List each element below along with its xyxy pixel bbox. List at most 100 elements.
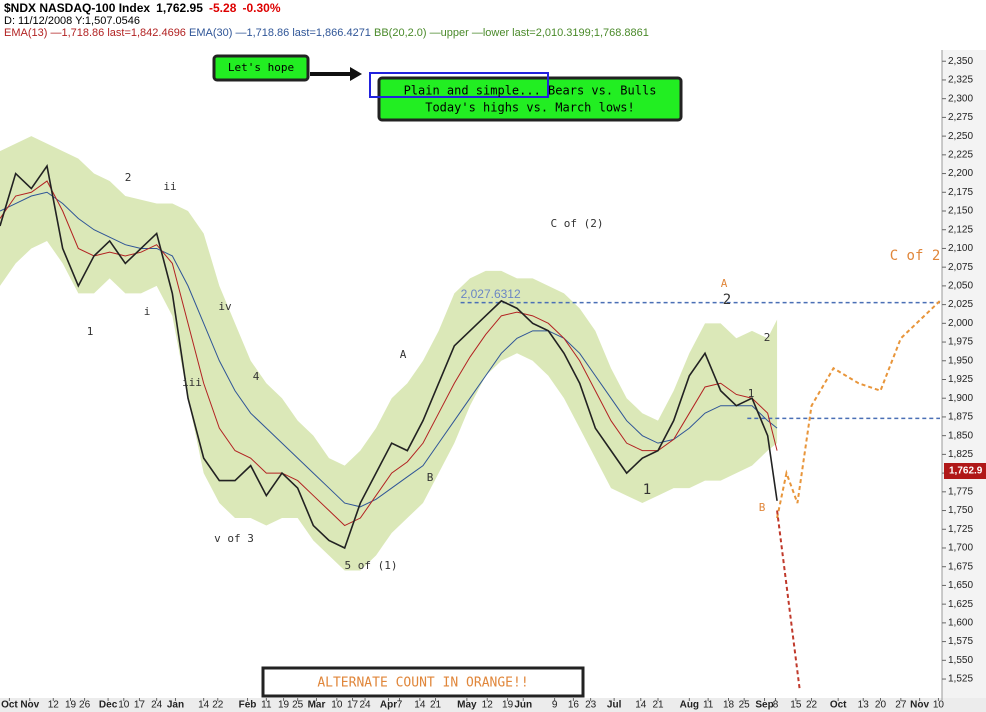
wave-label: ii [163, 180, 176, 193]
last-price: 1,762.95 [156, 1, 203, 15]
bollinger-band [0, 136, 778, 571]
wave-label: B [759, 501, 766, 514]
y-tick-label: 1,750 [948, 505, 973, 516]
x-tick-label: 19 [278, 700, 290, 711]
y-tick-label: 1,900 [948, 393, 973, 404]
y-tick-label: 1,975 [948, 337, 973, 348]
x-tick-label: Oct [830, 700, 847, 711]
wave-label: v of 3 [214, 532, 254, 545]
x-tick-label: 17 [134, 700, 146, 711]
x-tick-label: 23 [585, 700, 597, 711]
wave-label: B [427, 471, 434, 484]
y-tick-label: 1,650 [948, 580, 973, 591]
y-tick-label: 2,200 [948, 168, 973, 179]
x-tick-label: 10 [118, 700, 130, 711]
x-tick-label: 21 [652, 700, 664, 711]
bear-path [776, 510, 801, 691]
x-tick-label: 8 [773, 700, 779, 711]
cursor: D: 11/12/2008 Y:1,507.0546 [4, 15, 140, 27]
x-tick-label: 11 [703, 700, 714, 711]
x-tick-label: 16 [568, 700, 580, 711]
highlight-box [369, 72, 549, 98]
y-tick-label: 1,575 [948, 636, 973, 647]
series-line [0, 164, 778, 550]
y-tick-label: 1,625 [948, 599, 973, 610]
axis-panel [942, 50, 986, 700]
x-tick-label: 12 [482, 700, 494, 711]
y-tick-label: 1,600 [948, 618, 973, 629]
wave-label: C of 2 [890, 248, 941, 264]
wave-label: 1 [748, 387, 755, 400]
y-tick-label: 2,050 [948, 281, 973, 292]
x-tick-label: 9 [552, 700, 558, 711]
x-tick-label: 13 [858, 700, 870, 711]
x-tick-label: 19 [502, 700, 514, 711]
price-tag-label: 1,762.9 [949, 466, 983, 477]
x-tick-label: Mar [308, 700, 326, 711]
x-tick-label: 21 [430, 700, 442, 711]
x-tick-label: 22 [212, 700, 224, 711]
x-tick-label: 24 [151, 700, 163, 711]
y-tick-label: 1,550 [948, 655, 973, 666]
title: $NDX NASDAQ-100 Index [4, 1, 151, 15]
y-tick-label: 1,700 [948, 543, 973, 554]
y-tick-label: 2,075 [948, 262, 973, 273]
wave-label: iii [182, 376, 202, 389]
y-tick-label: 2,300 [948, 93, 973, 104]
x-tick-label: 14 [198, 700, 210, 711]
x-tick-label: 10 [331, 700, 343, 711]
wave-label: 4 [253, 370, 260, 383]
x-tick-label: Sep [755, 700, 773, 711]
y-tick-label: 1,825 [948, 449, 973, 460]
note: Today's highs vs. March lows! [425, 101, 635, 115]
x-tick-label: 18 [723, 700, 735, 711]
y-tick-label: 1,875 [948, 412, 973, 423]
y-tick-label: 2,250 [948, 131, 973, 142]
price-tag [944, 463, 986, 479]
x-tick-label: 20 [875, 700, 887, 711]
wave-label: A [721, 277, 728, 290]
note: ALTERNATE COUNT IN ORANGE!! [317, 676, 528, 691]
series-line [0, 180, 778, 527]
x-tick-label: Jul [607, 700, 622, 711]
change-pct: -0.30% [242, 1, 281, 15]
wave-label: 2 [764, 331, 771, 344]
note-box [261, 666, 585, 698]
x-axis-panel [0, 698, 986, 712]
x-tick-label: Feb [239, 700, 257, 711]
x-tick-label: Jan [167, 700, 184, 711]
x-tick-label: 27 [895, 700, 907, 711]
y-tick-label: 2,175 [948, 187, 973, 198]
x-tick-label: 24 [359, 700, 371, 711]
change: -5.28 [209, 1, 237, 15]
y-tick-label: 2,125 [948, 224, 973, 235]
series-line [0, 191, 778, 508]
x-tick-label: 15 [790, 700, 802, 711]
x-tick-label: 22 [806, 700, 818, 711]
wave-label: A [400, 348, 407, 361]
y-tick-label: 2,025 [948, 299, 973, 310]
legend-item: EMA(30) —1,718.86 last=1,866.4271 [189, 27, 371, 39]
legend-item: BB(20,2.0) —upper —lower last=2,010.3199… [374, 27, 649, 39]
x-tick-label: Jun [514, 700, 532, 711]
note-box [212, 54, 310, 82]
header: $NDX NASDAQ-100 Index 1,762.95 -5.28 -0.… [4, 2, 649, 39]
note-box [377, 76, 683, 122]
x-tick-label: 10 [933, 700, 945, 711]
x-tick-label: 26 [79, 700, 91, 711]
wave-label: i [144, 305, 151, 318]
wave-label: 2 [723, 292, 731, 308]
x-tick-label: 14 [635, 700, 647, 711]
wave-label: 1 [87, 325, 94, 338]
note: Plain and simple... Bears vs. Bulls [404, 84, 657, 98]
y-tick-label: 1,675 [948, 561, 973, 572]
y-tick-label: 1,725 [948, 524, 973, 535]
y-tick-label: 1,525 [948, 674, 973, 685]
alternate-count [776, 300, 941, 519]
y-tick-label: 1,950 [948, 355, 973, 366]
x-tick-label: Dec [99, 700, 118, 711]
wave-label: 5 of (1) [345, 559, 398, 572]
y-tick-label: 1,925 [948, 374, 973, 385]
note: Let's hope [228, 61, 294, 74]
